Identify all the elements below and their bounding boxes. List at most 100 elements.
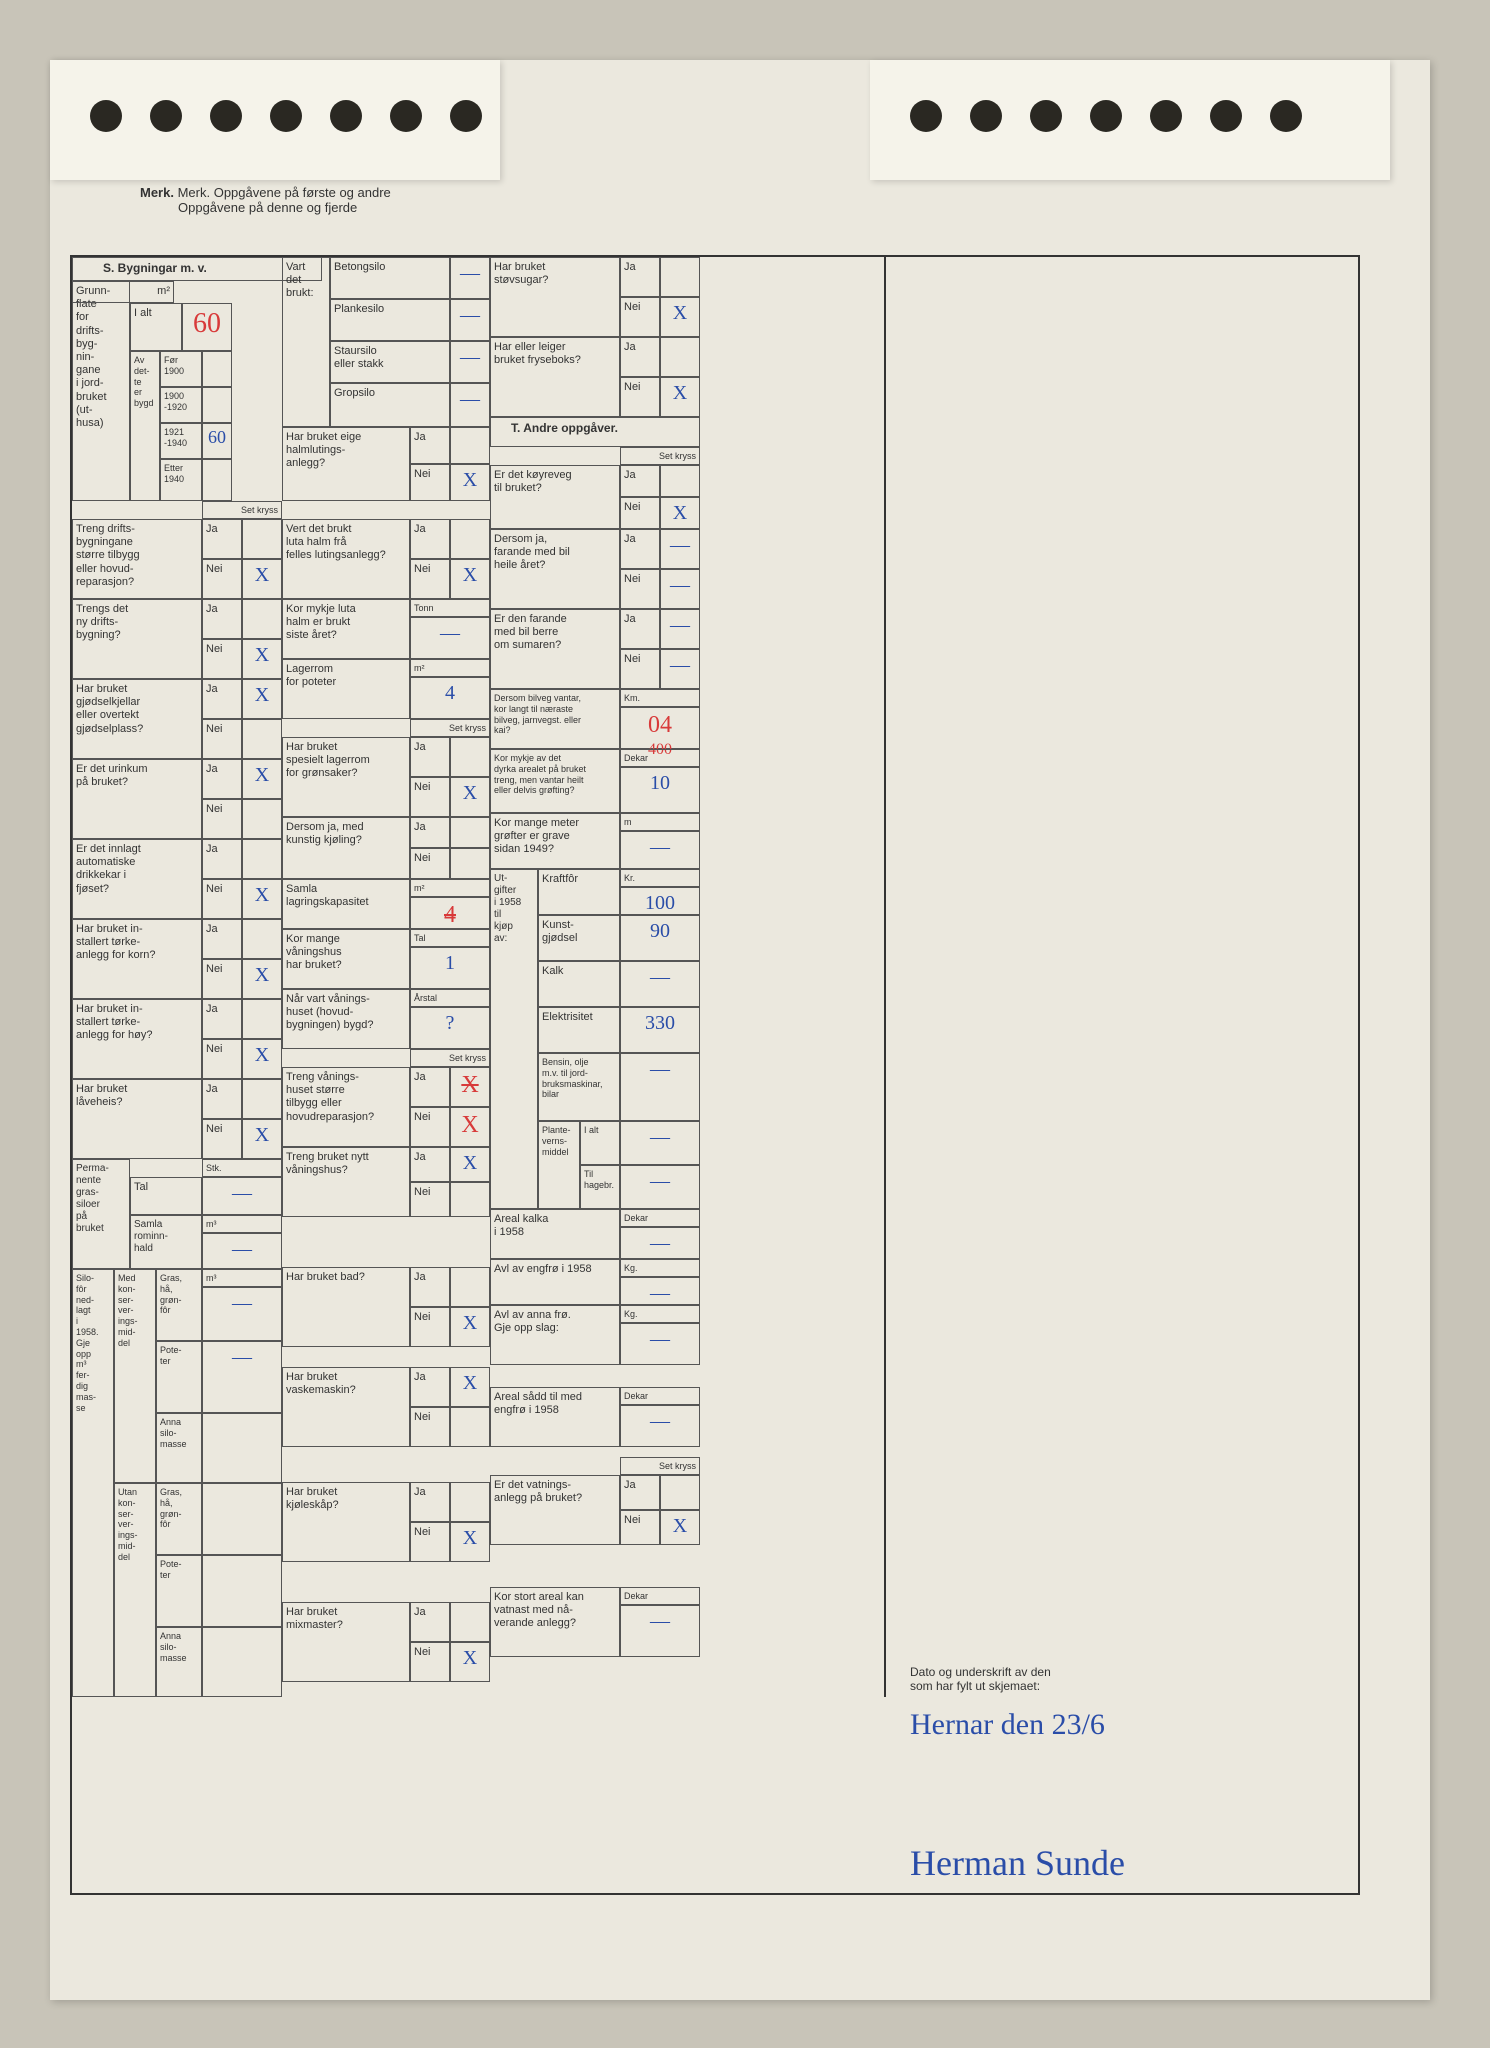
ja-label: Ja (410, 1267, 450, 1307)
nei-label: Nei (202, 959, 242, 999)
q-stort-areal: Kor stort areal kan vatnast med nå- vera… (490, 1587, 620, 1657)
ja-label: Ja (620, 609, 660, 649)
elektrisitet-val: 330 (620, 1007, 700, 1053)
set-kryss-2: Set kryss (410, 719, 490, 737)
nei-box (450, 848, 490, 879)
q-nytt-van: Treng bruket nytt våningshus? (282, 1147, 410, 1217)
form-area: S. Bygningar m. v. Grunn- flate for drif… (70, 255, 1360, 1895)
areal-sadd-val: — (620, 1405, 700, 1447)
grofter-val: — (620, 831, 700, 869)
punch-hole (90, 100, 122, 132)
m2-header: m² (72, 281, 174, 303)
ja-label: Ja (410, 1482, 450, 1522)
m-label: m (620, 813, 700, 831)
q-trengs-ny: Trengs det ny drifts- bygning? (72, 599, 202, 679)
gropsilo-val: — (450, 383, 490, 427)
for1900-label: Før 1900 (160, 351, 202, 387)
nei-label: Nei (202, 799, 242, 839)
punch-strip-right (870, 60, 1390, 180)
bilveg-val: 04 400 (620, 707, 700, 749)
permanente-label: Perma- nente gras- siloer på bruket (72, 1159, 130, 1269)
q-vatning: Er det vatnings- anlegg på bruket? (490, 1475, 620, 1545)
punch-hole (1210, 100, 1242, 132)
punch-hole (1030, 100, 1062, 132)
nei-label: Nei (410, 848, 450, 879)
q-mixmaster: Har bruket mixmaster? (282, 1602, 410, 1682)
kg-label-2: Kg. (620, 1305, 700, 1323)
avl-anna-val: — (620, 1323, 700, 1365)
kunstgjodsel-val: 90 (620, 915, 700, 961)
stort-areal-val: — (620, 1605, 700, 1657)
set-kryss-3: Set kryss (410, 1049, 490, 1067)
q-halmlut: Har bruket eige halmlutings- anlegg? (282, 427, 410, 501)
betongsilo-label: Betongsilo (330, 257, 450, 299)
avl-engfro-val: — (620, 1277, 700, 1305)
m2-label: m² (410, 659, 490, 677)
gras-utan-val (202, 1483, 282, 1555)
punch-hole (450, 100, 482, 132)
med-kons-label: Med kon- ser- ver- ings- mid- del (114, 1269, 156, 1483)
ja-label: Ja (202, 759, 242, 799)
p1900-label: 1900 -1920 (160, 387, 202, 423)
av-dette-label: Av det- te er bygd (130, 351, 160, 501)
q-treng-van: Treng vånings- huset større tilbygg elle… (282, 1067, 410, 1147)
nei-label: Nei (202, 1119, 242, 1159)
ja-box (242, 1079, 282, 1119)
q-grofter: Kor mange meter grøfter er grave sidan 1… (490, 813, 620, 869)
q-kjoling: Dersom ja, med kunstig kjøling? (282, 817, 410, 879)
avl-engfro-label: Avl av engfrø i 1958 (490, 1259, 620, 1305)
punch-hole (210, 100, 242, 132)
nei-box (242, 719, 282, 759)
nei-box: X (660, 297, 700, 337)
lagerrom-label: Lagerrom for poteter (282, 659, 410, 719)
betongsilo-val: — (450, 257, 490, 299)
nei-label: Nei (620, 1510, 660, 1545)
lagerrom-val: 4 (410, 677, 490, 719)
punch-hole (150, 100, 182, 132)
q-nar-bygd: Når vart vånings- huset (hovud- bygninge… (282, 989, 410, 1049)
ja-label: Ja (410, 1367, 450, 1407)
nei-label: Nei (410, 777, 450, 817)
nei-label: Nei (202, 879, 242, 919)
utan-kons-label: Utan kon- ser- ver- ings- mid- del (114, 1483, 156, 1697)
kunstgjodsel-label: Kunst- gjødsel (538, 915, 620, 961)
p1900-val (202, 387, 232, 423)
nei-label: Nei (410, 559, 450, 599)
ja-label: Ja (202, 679, 242, 719)
nei-box: X (242, 959, 282, 999)
nei-label: Nei (620, 297, 660, 337)
ja-label: Ja (202, 839, 242, 879)
q-vaske: Har bruket vaskemaskin? (282, 1367, 410, 1447)
grofting-val: 10 (620, 767, 700, 813)
elektrisitet-label: Elektrisitet (538, 1007, 620, 1053)
tonn-val: — (410, 617, 490, 659)
ja-box (242, 999, 282, 1039)
nei-box: X (450, 464, 490, 501)
nei-box (450, 1182, 490, 1217)
plankesilo-val: — (450, 299, 490, 341)
nei-label: Nei (620, 377, 660, 417)
dekar-label: Dekar (620, 749, 700, 767)
nei-box: X (450, 1522, 490, 1562)
q-sumaren: Er den farande med bil berre om sumaren? (490, 609, 620, 689)
ja-label: Ja (202, 1079, 242, 1119)
plankesilo-label: Plankesilo (330, 299, 450, 341)
nei-label: Nei (410, 1642, 450, 1682)
ja-box: X (450, 1367, 490, 1407)
q-urinkum: Er det urinkum på bruket? (72, 759, 202, 839)
punch-hole (1090, 100, 1122, 132)
signature-area: Dato og underskrift av den som har fylt … (910, 1665, 1310, 1884)
ja-label: Ja (202, 999, 242, 1039)
q-koyreveg: Er det køyreveg til bruket? (490, 465, 620, 529)
nei-box: X (450, 559, 490, 599)
dekar-label-3: Dekar (620, 1387, 700, 1405)
gropsilo-label: Gropsilo (330, 383, 450, 427)
tal-label: Tal (130, 1177, 202, 1215)
nei-box: X (450, 777, 490, 817)
kr-label: Kr. (620, 869, 700, 887)
q-lagerrom-gr: Har bruket spesielt lagerrom for grønsak… (282, 737, 410, 817)
ja-label: Ja (202, 519, 242, 559)
signature-name: Herman Sunde (910, 1842, 1310, 1884)
ja-label: Ja (410, 737, 450, 777)
nei-label: Nei (410, 1107, 450, 1147)
